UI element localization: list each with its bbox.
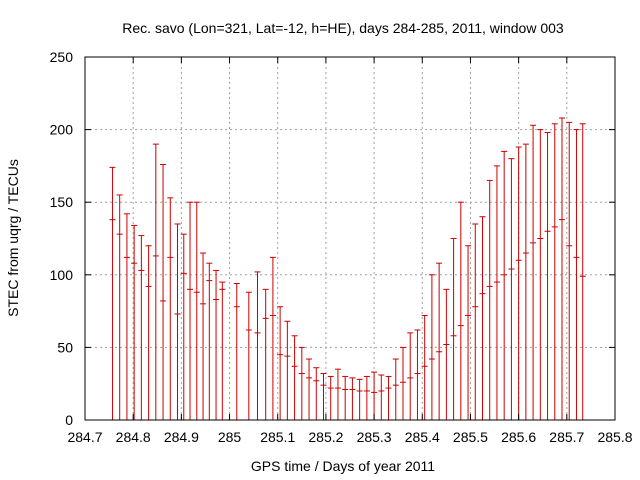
- x-tick-label: 285.4: [405, 429, 440, 445]
- x-axis-label: GPS time / Days of year 2011: [251, 458, 435, 474]
- plot-frame: [84, 56, 616, 421]
- y-tick-label: 100: [50, 267, 74, 283]
- chart-title: Rec. savo (Lon=321, Lat=-12, h=HE), days…: [122, 20, 564, 36]
- y-tick-label: 250: [50, 49, 74, 65]
- y-tick-label: 0: [65, 412, 73, 428]
- x-tick-label: 285.7: [549, 429, 584, 445]
- x-tick-label: 285: [218, 429, 242, 445]
- y-tick-label: 50: [57, 339, 73, 355]
- x-tick-label: 284.7: [67, 429, 102, 445]
- grid-layer: [85, 57, 615, 420]
- y-tick-labels: 0 50 100 150 200 250: [50, 49, 74, 428]
- axes-layer: [84, 56, 616, 421]
- x-tick-label: 285.6: [501, 429, 536, 445]
- x-tick-label: 285.5: [453, 429, 488, 445]
- x-tick-label: 285.1: [260, 429, 295, 445]
- x-tick-label: 285.2: [308, 429, 343, 445]
- bars-layer: [109, 117, 586, 420]
- y-axis-label: STEC from uqrg / TECUs: [5, 159, 21, 317]
- y-tick-label: 200: [50, 122, 74, 138]
- x-tick-label: 285.3: [357, 429, 392, 445]
- x-tick-label: 284.9: [164, 429, 199, 445]
- x-tick-labels: 284.7 284.8 284.9 285 285.1 285.2 285.3 285.4 28…: [67, 429, 632, 445]
- x-tick-label: 285.8: [597, 429, 632, 445]
- x-tick-label: 284.8: [116, 429, 151, 445]
- y-tick-label: 150: [50, 194, 74, 210]
